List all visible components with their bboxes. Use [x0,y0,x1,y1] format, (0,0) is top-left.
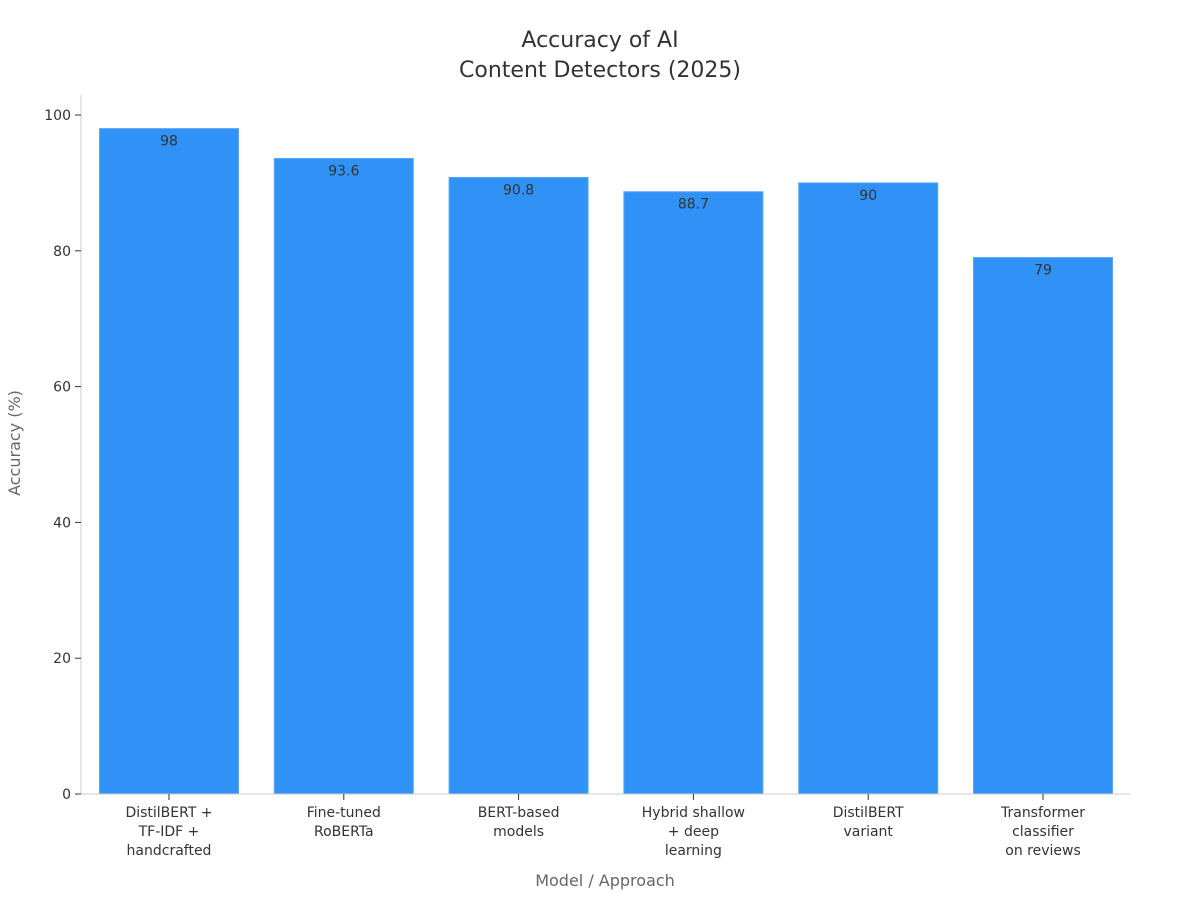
bar [973,257,1113,795]
x-tick-label: + deep [668,824,719,840]
x-tick-label: DistilBERT + [125,805,212,821]
bar-value-label: 88.7 [678,197,709,213]
y-tick-label: 60 [53,380,71,396]
bar [273,157,414,795]
x-tick-label: Hybrid shallow [642,805,745,821]
x-tick-label: models [493,824,544,840]
bars-layer: 98 93.6 90.8 88.7 90 79 [99,128,1113,795]
bar [99,128,239,795]
bar [798,182,939,795]
y-tick-label: 20 [53,651,71,667]
x-tick-label: Transformer [1000,805,1085,821]
x-tick-label: variant [843,824,893,840]
y-axis-label: Accuracy (%) [5,390,24,496]
x-tick-label: on reviews [1005,843,1080,859]
y-tick-label: 100 [44,108,71,124]
bar [448,176,589,795]
y-tick-label: 80 [53,244,71,260]
x-tick-label: handcrafted [127,843,212,859]
bar [623,191,764,795]
x-tick-label: learning [665,843,722,859]
chart-title-line-1: Accuracy of AI [521,28,678,53]
x-tick-label: TF-IDF + [138,824,200,840]
bar-value-label: 90.8 [503,182,534,198]
x-tick-label: BERT-based [478,805,560,821]
x-tick-label: classifier [1012,824,1074,840]
bar-value-label: 93.6 [328,163,359,179]
axes-layer: 0 20 40 60 80 100 DistilBERT + TF-IDF + handcraf… [44,95,1130,859]
bar-value-label: 98 [160,134,178,150]
y-tick-label: 40 [53,515,71,531]
x-axis-label: Model / Approach [535,871,675,890]
bar-value-label: 90 [859,188,877,204]
x-tick-label: Fine-tuned [307,805,381,821]
y-tick-label: 0 [62,787,71,803]
x-tick-label: RoBERTa [314,824,374,840]
bar-value-label: 79 [1034,263,1052,279]
x-tick-label: DistilBERT [833,805,904,821]
chart-title-line-2: Content Detectors (2025) [459,58,741,83]
